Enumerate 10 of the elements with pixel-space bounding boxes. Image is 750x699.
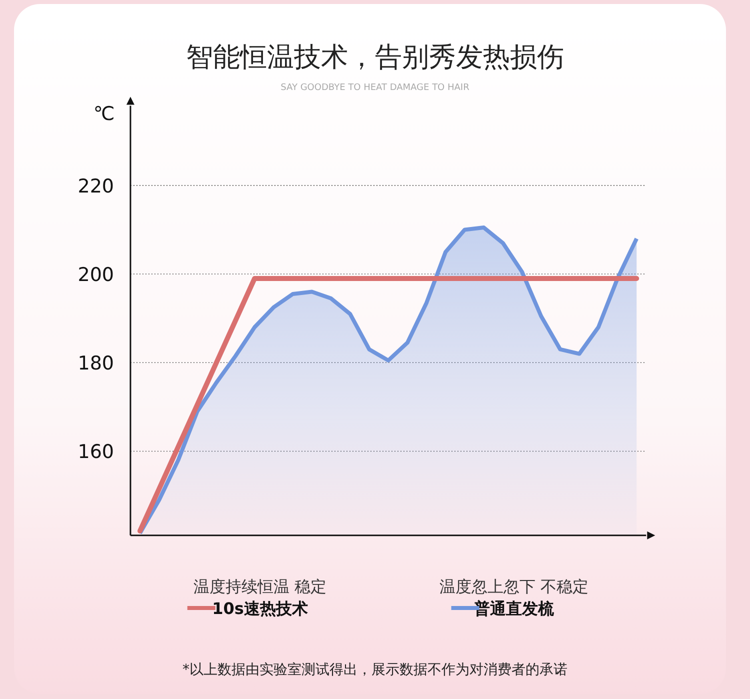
legend-label: 10s速热技术 [212, 599, 308, 618]
y-tick-label: 220 [78, 175, 114, 198]
y-axis-title: ℃ [93, 103, 115, 125]
text: *以上数据由实验室测试得出，展示数据不作为对消费者的承诺 [182, 662, 568, 678]
y-tick-label: 180 [78, 352, 114, 375]
chart-title: 智能恒温技术，告别秀发热损伤 [186, 42, 564, 73]
y-tick-label: 160 [78, 441, 114, 464]
chart-subtitle: SAY GOODBYE TO HEAT DAMAGE TO HAIR [280, 83, 470, 93]
y-tick-label: 200 [78, 264, 114, 286]
legend-item: 温度持续恒温 稳定 10s速热技术 [187, 577, 327, 618]
